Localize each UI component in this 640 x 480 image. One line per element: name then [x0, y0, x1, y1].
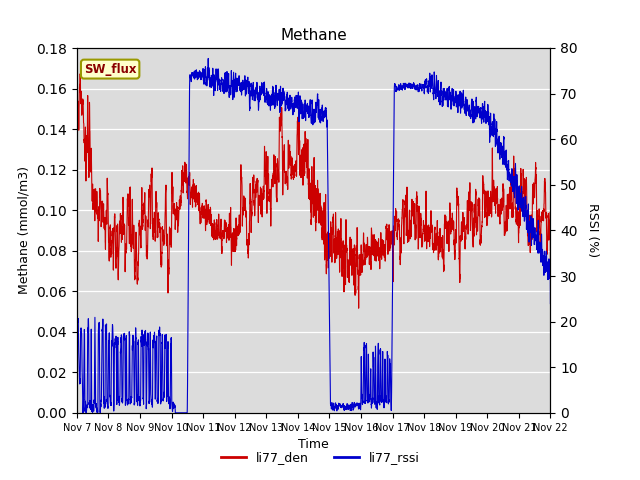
Legend: li77_den, li77_rssi: li77_den, li77_rssi	[216, 446, 424, 469]
Title: Methane: Methane	[280, 28, 347, 43]
Y-axis label: Methane (mmol/m3): Methane (mmol/m3)	[18, 167, 31, 294]
Y-axis label: RSSI (%): RSSI (%)	[586, 204, 598, 257]
X-axis label: Time: Time	[298, 438, 329, 451]
Text: SW_flux: SW_flux	[84, 62, 136, 75]
